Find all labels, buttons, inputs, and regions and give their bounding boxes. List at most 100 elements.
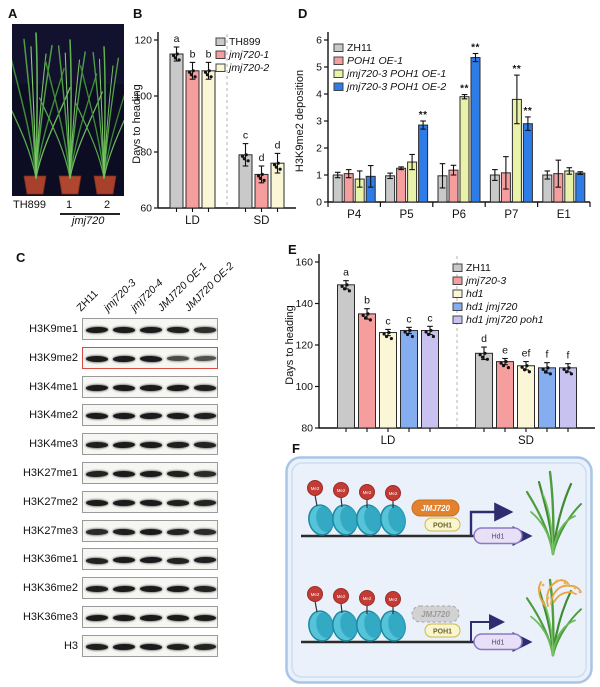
blot-box xyxy=(82,548,218,571)
blot-band xyxy=(194,528,217,535)
flowering-plant xyxy=(525,578,583,657)
data-point xyxy=(205,73,209,77)
scenario-jmj720-lost: Me2 Me2 Me2 Me2 JMJ720 POH1 Hd1 xyxy=(301,578,583,657)
legend-label: jmj720-3 POH1 OE-2 xyxy=(345,81,446,93)
blot-band xyxy=(112,326,135,334)
significance-letter: f xyxy=(567,350,570,362)
poh1-label: POH1 xyxy=(433,523,452,530)
y-tick-label: 160 xyxy=(295,257,313,269)
y-tick-label: 100 xyxy=(134,91,152,103)
legend-label: ZH11 xyxy=(466,262,491,274)
data-point xyxy=(387,330,391,335)
blot-band xyxy=(112,355,135,363)
transcription-arrow xyxy=(470,614,505,642)
blot-box xyxy=(82,462,218,484)
significance-letter: a xyxy=(343,267,349,279)
data-point xyxy=(520,365,524,369)
bar xyxy=(358,313,376,429)
significance-stars: ** xyxy=(513,64,522,75)
data-point xyxy=(504,360,508,364)
blot-band xyxy=(194,413,217,420)
blot-row-label: H3K36me1 xyxy=(22,553,78,566)
blot-box xyxy=(82,577,218,600)
bar xyxy=(337,284,355,429)
y-tick-label: 80 xyxy=(140,147,152,159)
bar xyxy=(185,70,200,209)
legend-swatch xyxy=(452,315,463,324)
blot-band xyxy=(112,585,135,593)
data-point xyxy=(246,159,250,163)
data-point xyxy=(171,53,176,58)
pot-middle xyxy=(58,175,82,195)
blot-band xyxy=(139,585,163,593)
x-category-label: LD xyxy=(185,215,200,227)
data-point xyxy=(207,69,211,73)
blot-band xyxy=(112,413,135,420)
blot-band xyxy=(139,643,163,651)
data-point xyxy=(410,334,414,339)
legend-swatch xyxy=(452,302,463,311)
jmj720-label: JMJ720 xyxy=(421,504,450,513)
y-tick-label: 140 xyxy=(295,298,313,310)
blot-box-highlighted xyxy=(82,346,218,369)
blot-band xyxy=(139,326,163,334)
blot-row-label: H3K9me2 xyxy=(29,351,78,364)
blot-band xyxy=(85,499,108,506)
panel-c-label: C xyxy=(16,250,26,265)
significance-letter: f xyxy=(546,349,549,361)
x-category-label: P5 xyxy=(400,209,414,221)
significance-stars: ** xyxy=(471,43,480,54)
bar xyxy=(475,352,493,429)
blot-band xyxy=(194,384,217,391)
me2-label: Me2 xyxy=(389,491,398,496)
blot-band xyxy=(139,499,163,507)
panel-a-line-1: 1 xyxy=(66,199,73,211)
data-point xyxy=(272,163,277,167)
blot-row-label: H3K27me3 xyxy=(22,524,78,537)
blot-band xyxy=(139,355,163,363)
legend-swatch xyxy=(333,43,344,52)
blot-band xyxy=(85,586,108,593)
blot-band xyxy=(194,585,217,593)
blot-band xyxy=(112,557,135,564)
significance-letter: d xyxy=(275,139,281,151)
bar xyxy=(332,174,343,203)
western-blot-panel: ZH11 jmj720-3 jmj720-4 JMJ720 OE-1 JMJ720 OE… xyxy=(10,252,278,684)
x-category-label: E1 xyxy=(557,209,571,221)
blot-band xyxy=(194,557,217,564)
bar xyxy=(400,329,418,429)
blot-band xyxy=(112,384,135,391)
data-point xyxy=(342,287,347,291)
data-point xyxy=(347,289,351,293)
data-point xyxy=(429,328,433,333)
data-point xyxy=(340,284,344,288)
panel-d-label: D xyxy=(298,6,308,21)
data-point xyxy=(278,167,282,171)
data-point xyxy=(389,336,393,341)
significance-letter: e xyxy=(502,344,508,356)
x-category-label: SD xyxy=(518,435,534,447)
data-point xyxy=(499,361,503,365)
data-point xyxy=(382,332,386,336)
plants-photo xyxy=(3,24,136,196)
data-point xyxy=(203,70,208,74)
blot-band xyxy=(167,585,190,593)
significance-letter: ef xyxy=(522,348,531,360)
blot-band xyxy=(167,442,190,449)
blot-row-label: H3K27me1 xyxy=(22,467,78,479)
legend-swatch xyxy=(215,50,226,59)
blot-band xyxy=(167,356,190,362)
me2-label: Me2 xyxy=(337,488,346,493)
jmj720-box-inactive xyxy=(411,605,460,623)
legend-swatch xyxy=(333,56,344,65)
blot-band xyxy=(112,528,135,535)
data-point xyxy=(546,366,550,370)
blot-row-label: H3K27me2 xyxy=(22,495,78,508)
pot-left xyxy=(23,175,47,195)
data-point xyxy=(361,313,365,317)
data-point xyxy=(368,318,372,322)
blot-lane-label: ZH11 xyxy=(74,287,101,314)
significance-letter: c xyxy=(385,315,390,327)
bar xyxy=(169,53,184,209)
